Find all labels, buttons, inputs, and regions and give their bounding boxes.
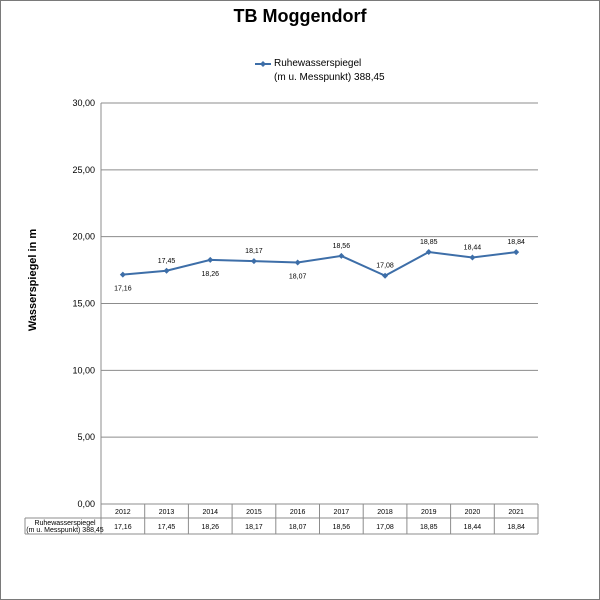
- legend-marker: [255, 61, 271, 67]
- data-label: 18,85: [420, 239, 438, 246]
- x-tick-label: 2018: [377, 509, 393, 516]
- y-tick-label: 5,00: [77, 432, 95, 442]
- x-tick-label: 2016: [290, 509, 306, 516]
- data-label: 17,16: [114, 286, 132, 293]
- y-tick-label: 20,00: [72, 232, 95, 242]
- data-point: [119, 271, 126, 278]
- data-label: 18,56: [333, 243, 351, 250]
- table-cell: 18,07: [289, 524, 307, 531]
- data-point: [250, 258, 257, 265]
- table-row-header: (m u. Messpunkt) 388,45: [26, 527, 104, 534]
- table-cell: 18,84: [507, 524, 525, 531]
- y-tick-label: 0,00: [77, 499, 95, 509]
- data-label: 18,84: [507, 239, 525, 246]
- table-cell: 17,16: [114, 524, 132, 531]
- y-tick-label: 15,00: [72, 299, 95, 309]
- y-tick-label: 30,00: [72, 98, 95, 108]
- x-tick-label: 2014: [202, 509, 218, 516]
- data-point: [338, 252, 345, 259]
- table-cell: 18,26: [201, 524, 219, 531]
- x-tick-label: 2020: [465, 509, 481, 516]
- data-label: 18,07: [289, 273, 307, 280]
- legend-label: Ruhewasserspiegel (m u. Messpunkt) 388,4…: [274, 57, 385, 85]
- data-label: 18,44: [464, 245, 482, 252]
- legend-label-line1: Ruhewasserspiegel: [274, 58, 362, 69]
- table-cell: 17,08: [376, 524, 394, 531]
- table-cell: 18,56: [333, 524, 351, 531]
- data-label: 17,45: [158, 258, 176, 265]
- table-cell: 17,45: [158, 524, 176, 531]
- data-point: [425, 249, 432, 256]
- data-label: 17,08: [376, 263, 394, 270]
- data-point: [513, 249, 520, 256]
- data-label: 18,17: [245, 248, 263, 255]
- series-line: [122, 251, 517, 277]
- legend-label-line2: (m u. Messpunkt) 388,45: [274, 72, 385, 83]
- table-row-header: Ruhewasserspiegel: [34, 520, 96, 527]
- data-label: 18,26: [201, 271, 219, 278]
- x-tick-label: 2017: [334, 509, 350, 516]
- y-tick-label: 10,00: [72, 365, 95, 375]
- x-tick-label: 2012: [115, 509, 131, 516]
- x-tick-label: 2013: [159, 509, 175, 516]
- data-point: [163, 267, 170, 274]
- data-point: [294, 259, 301, 266]
- chart-title: TB Moggendorf: [233, 6, 367, 26]
- y-tick-label: 25,00: [72, 165, 95, 175]
- table-cell: 18,17: [245, 524, 263, 531]
- x-tick-label: 2021: [508, 509, 524, 516]
- x-tick-label: 2019: [421, 509, 437, 516]
- table-cell: 18,85: [420, 524, 438, 531]
- data-point: [207, 256, 214, 263]
- x-tick-label: 2015: [246, 509, 262, 516]
- data-point: [382, 272, 389, 279]
- table-cell: 18,44: [464, 524, 482, 531]
- data-point: [469, 254, 476, 261]
